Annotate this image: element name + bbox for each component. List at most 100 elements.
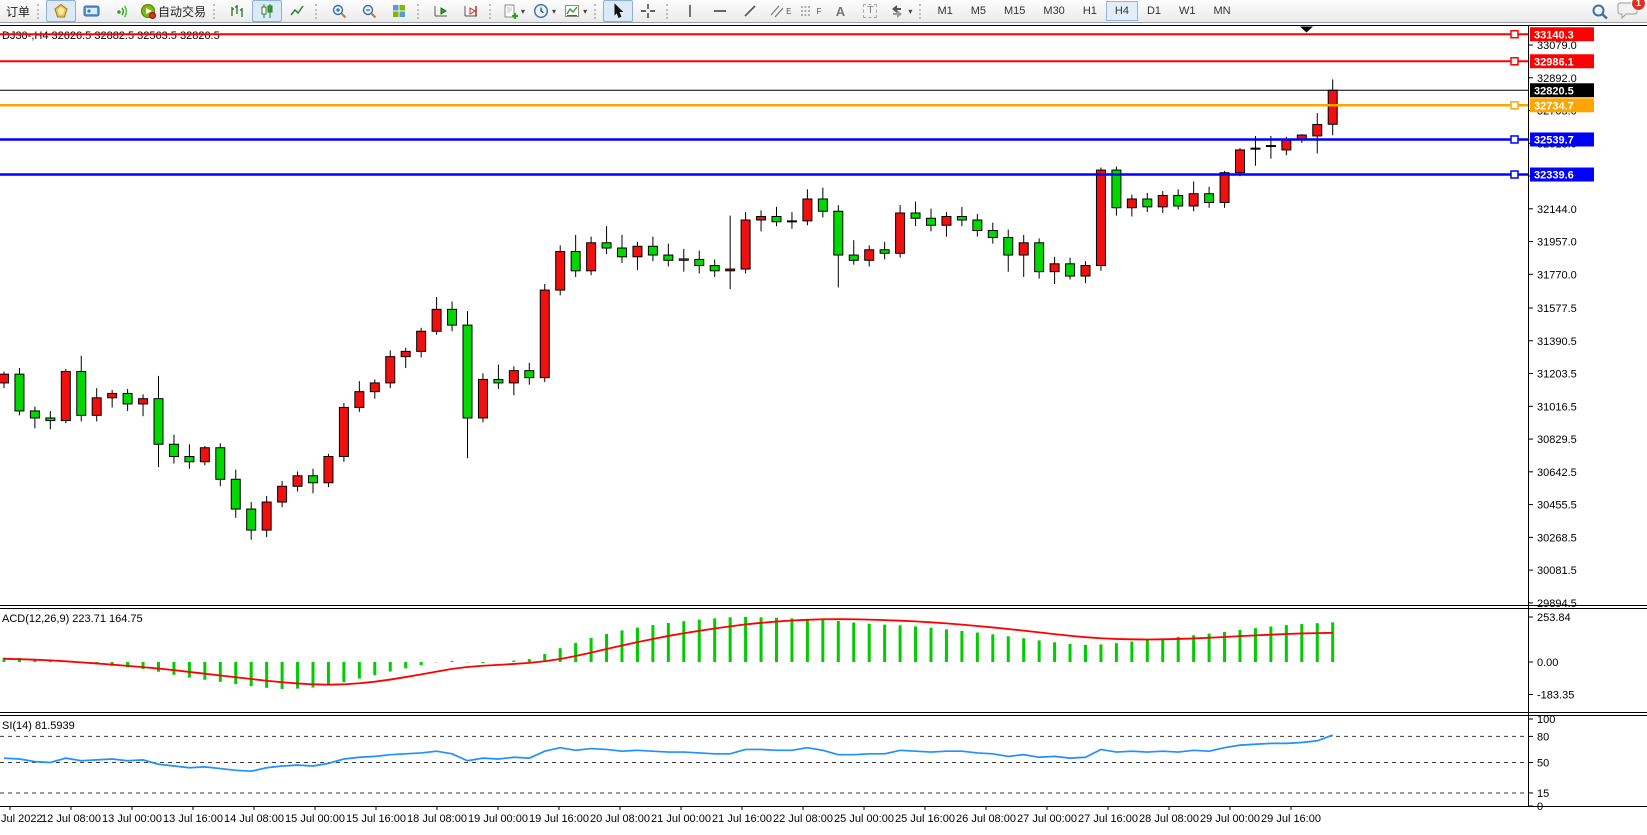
price-axis[interactable]: 33079.032892.032705.032518.032331.032144… xyxy=(1528,40,1577,610)
timeframe-W1[interactable]: W1 xyxy=(1179,5,1196,17)
candlestick-chart-button[interactable] xyxy=(252,0,283,22)
candle-body xyxy=(740,219,751,270)
level-line-handle[interactable] xyxy=(1510,57,1519,66)
channel-tool-button[interactable]: E xyxy=(765,0,795,22)
candle-body xyxy=(215,447,226,480)
time-tick-label: 21 Jul 00:00 xyxy=(651,813,711,825)
rsi-tick-label: 80 xyxy=(1537,731,1549,743)
timeframe-M1[interactable]: M1 xyxy=(937,5,953,17)
candle-body xyxy=(1173,194,1184,207)
zoom-out-button[interactable] xyxy=(354,0,384,22)
timeframe-M30[interactable]: M30 xyxy=(1043,5,1065,17)
candle-body xyxy=(802,198,813,222)
toolbar-grip xyxy=(315,3,320,19)
level-line-handle[interactable] xyxy=(1510,30,1519,39)
macd-indicator-label: ACD(12,26,9) 223.71 164.75 xyxy=(2,613,143,625)
bar-chart-icon xyxy=(231,5,243,17)
search-icon[interactable] xyxy=(1591,3,1609,20)
candle-body xyxy=(493,378,504,384)
candle-body xyxy=(1204,193,1215,203)
level-line-handle[interactable] xyxy=(1510,170,1519,179)
zoom-in-icon xyxy=(332,4,346,19)
rsi-indicator-label: SI(14) 81.5939 xyxy=(2,720,75,732)
horizontal-line-tool-button[interactable] xyxy=(705,0,735,22)
candle-body xyxy=(122,392,133,405)
time-tick-label: 15 Jul 16:00 xyxy=(346,813,406,825)
rsi-tick-label: 50 xyxy=(1537,758,1549,770)
signal-button[interactable] xyxy=(106,0,136,22)
level-price-label: 32339.6 xyxy=(1534,170,1574,182)
autotrade-label: 自动交易 xyxy=(158,4,207,19)
timeframe-M15[interactable]: M15 xyxy=(1004,5,1026,17)
cursor-tool-button[interactable] xyxy=(603,0,634,22)
vertical-line-icon xyxy=(689,5,691,17)
chart-shift-marker[interactable] xyxy=(1300,26,1313,33)
tile-windows-button[interactable] xyxy=(384,0,414,22)
orders-button[interactable]: 订单 xyxy=(6,4,31,19)
cursor-icon xyxy=(614,3,623,18)
indicators-button[interactable]: ▾ xyxy=(560,0,591,22)
candle-body xyxy=(678,258,689,261)
timeframe-D1[interactable]: D1 xyxy=(1146,5,1161,17)
timeframe-M5[interactable]: M5 xyxy=(970,5,986,17)
fibonacci-tool-button[interactable]: F xyxy=(795,0,825,22)
candle-body xyxy=(1250,147,1261,150)
time-tick-label: 12 Jul 08:00 xyxy=(41,813,101,825)
price-tick-label: 31016.5 xyxy=(1537,401,1577,413)
autotrade-button[interactable]: 自动交易 xyxy=(136,0,210,22)
candle-body xyxy=(817,198,828,212)
price-tag xyxy=(1530,54,1594,69)
new-order-icon[interactable] xyxy=(46,0,77,22)
price-tick-label: 31390.5 xyxy=(1537,336,1577,348)
auto-scroll-icon xyxy=(434,6,447,17)
candle-body xyxy=(14,373,25,412)
new-chart-icon xyxy=(504,4,519,19)
price-tag xyxy=(1530,83,1594,98)
timeframe-H4[interactable]: H4 xyxy=(1105,1,1138,21)
terminal-button[interactable] xyxy=(76,0,106,22)
chart-shift-button[interactable] xyxy=(456,0,486,22)
timeframe-H1[interactable]: H1 xyxy=(1082,5,1097,17)
timeframe-MN[interactable]: MN xyxy=(1213,5,1231,17)
candle-body xyxy=(60,371,71,422)
vertical-line-tool-button[interactable] xyxy=(675,0,705,22)
candle-body xyxy=(833,210,844,256)
level-line-handle[interactable] xyxy=(1510,135,1519,144)
text-label-tool-button[interactable]: T xyxy=(855,0,885,22)
candle-body xyxy=(369,382,380,393)
price-tag xyxy=(1530,167,1594,182)
trendline-tool-button[interactable] xyxy=(735,0,765,22)
notifications-button[interactable]: 1 xyxy=(1617,0,1646,22)
toolbar-grip xyxy=(417,3,422,19)
zoom-in-button[interactable] xyxy=(324,0,354,22)
candle-body xyxy=(1003,237,1014,256)
trendline-icon xyxy=(744,5,756,17)
time-tick-label: 22 Jul 08:00 xyxy=(773,813,833,825)
candle-body xyxy=(647,245,658,256)
candle-body xyxy=(107,392,118,399)
text-tool-button[interactable]: A xyxy=(825,0,855,22)
candle-body xyxy=(1065,263,1076,277)
time-tick-label: 25 Jul 00:00 xyxy=(834,813,894,825)
line-chart-button[interactable] xyxy=(282,0,312,22)
crosshair-icon xyxy=(641,4,656,18)
macd-tick-label: 253.84 xyxy=(1537,612,1571,624)
candle-body xyxy=(400,350,411,358)
auto-scroll-button[interactable] xyxy=(426,0,456,22)
rsi-tick-label: 100 xyxy=(1537,714,1555,726)
period-button[interactable]: ▾ xyxy=(529,0,560,22)
candle-body xyxy=(941,215,952,226)
rsi-panel: 100 80 50 150 SI(14) 81.5939 xyxy=(0,714,1555,813)
candle-body xyxy=(261,501,272,531)
arrows-tool-button[interactable]: ▾ xyxy=(885,0,916,22)
new-chart-button[interactable]: ▾ xyxy=(498,0,529,22)
candle-body xyxy=(385,356,396,384)
candlestick-chart-icon xyxy=(261,4,273,18)
time-tick-label: 20 Jul 08:00 xyxy=(590,813,650,825)
level-line-handle[interactable] xyxy=(1510,101,1519,110)
bar-chart-button[interactable] xyxy=(222,0,252,22)
crosshair-tool-button[interactable] xyxy=(633,0,663,22)
price-tick-label: 30081.5 xyxy=(1537,565,1577,577)
